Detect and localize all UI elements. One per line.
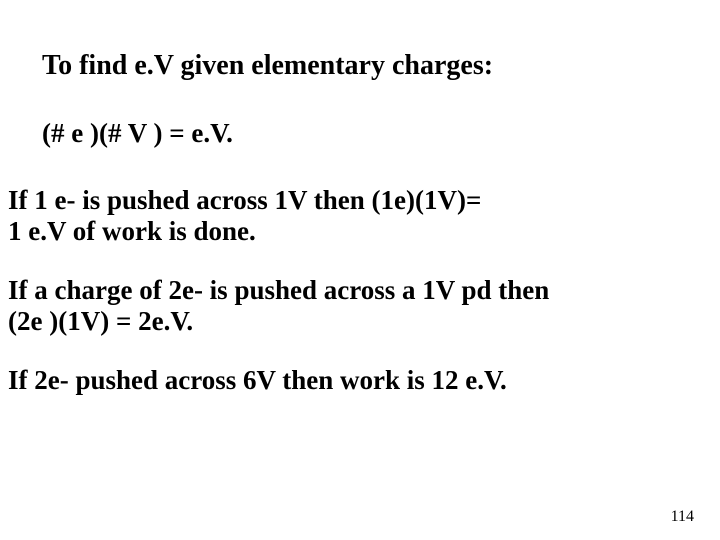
paragraph-2-line-2: (2e )(1V) = 2e.V. — [0, 306, 720, 337]
slide-content: To find e.V given elementary charges: (#… — [0, 0, 720, 396]
paragraph-1-line-2: 1 e.V of work is done. — [0, 216, 720, 247]
page-number: 114 — [671, 508, 694, 526]
paragraph-3-line-1: If 2e- pushed across 6V then work is 12 … — [0, 365, 720, 396]
equation-line: (# e )(# V ) = e.V. — [0, 118, 720, 149]
title-line: To find e.V given elementary charges: — [0, 50, 720, 82]
paragraph-1-line-1: If 1 e- is pushed across 1V then (1e)(1V… — [0, 185, 720, 216]
paragraph-2-line-1: If a charge of 2e- is pushed across a 1V… — [0, 275, 720, 306]
